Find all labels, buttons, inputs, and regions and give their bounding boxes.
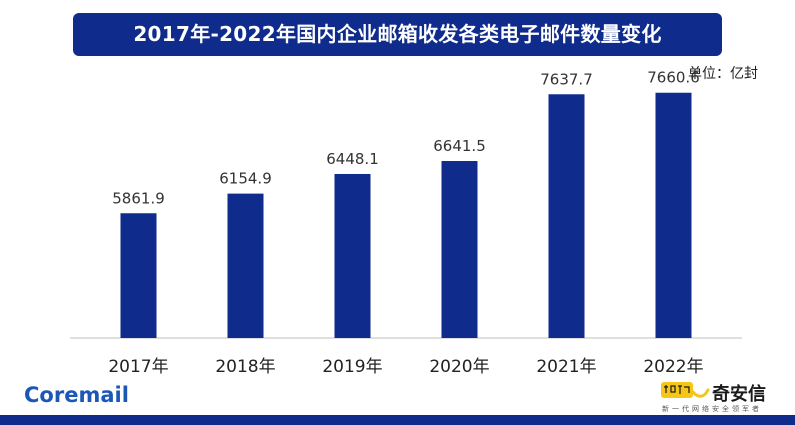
x-tick-label-3: 2020年	[429, 357, 489, 377]
value-label-1: 6154.9	[219, 170, 272, 188]
bar-3	[441, 161, 478, 338]
bar-0	[120, 213, 157, 338]
qianxin-slogan: 新一代网络安全领军者	[662, 405, 762, 413]
value-label-2: 6448.1	[326, 150, 379, 168]
x-tick-label-1: 2018年	[215, 357, 275, 377]
x-tick-label-2: 2019年	[322, 357, 382, 377]
unit-label: 单位：亿封	[688, 66, 758, 82]
bottom-stripe	[0, 415, 795, 425]
qianxin-mascot-icon	[661, 382, 710, 398]
bar-1	[227, 193, 264, 338]
bar-2	[334, 173, 371, 338]
value-label-4: 7637.7	[540, 70, 593, 88]
coremail-logo: Coremail	[24, 383, 129, 407]
x-tick-label-5: 2022年	[643, 357, 703, 377]
bar-5	[655, 92, 692, 338]
value-label-5: 7660.6	[647, 69, 700, 87]
bar-4	[548, 94, 585, 338]
x-tick-label-4: 2021年	[536, 357, 596, 377]
qianxin-logo: 奇安信 新一代网络安全领军者	[660, 378, 788, 414]
x-tick-label-0: 2017年	[108, 357, 168, 377]
value-label-0: 5861.9	[112, 189, 165, 207]
qianxin-name: 奇安信	[712, 384, 766, 405]
chart-title: 2017年-2022年国内企业邮箱收发各类电子邮件数量变化	[73, 13, 722, 56]
value-label-3: 6641.5	[433, 137, 486, 155]
